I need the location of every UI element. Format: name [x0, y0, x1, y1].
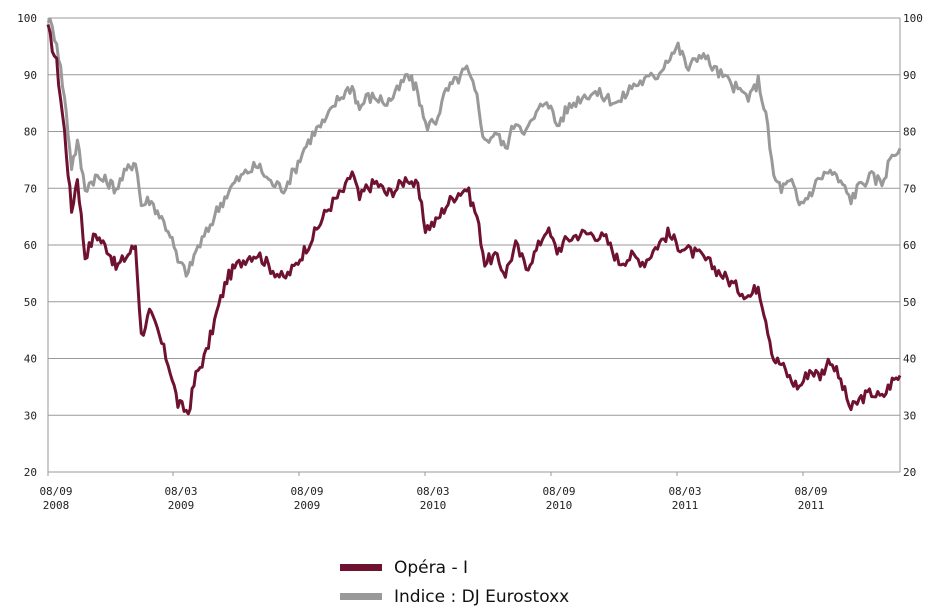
x-tick-year-6: 2011 — [798, 499, 825, 512]
x-tick-year-5: 2011 — [672, 499, 699, 512]
series-line-eurostoxx — [46, 18, 902, 278]
x-tick-year-0: 2008 — [43, 499, 70, 512]
legend-label-opera: Opéra - I — [394, 557, 468, 578]
chart-grid — [47, 17, 901, 473]
y-tick-left-40: 40 — [24, 353, 37, 366]
y-tick-left-50: 50 — [24, 296, 37, 309]
y-tick-right-30: 30 — [903, 409, 916, 422]
x-tick-year-1: 2009 — [168, 499, 195, 512]
y-tick-left-80: 80 — [24, 126, 37, 139]
x-tick-month-2: 08/09 — [290, 485, 323, 498]
y-tick-right-90: 90 — [903, 69, 916, 82]
y-tick-right-20: 20 — [903, 466, 916, 479]
legend-swatch-opera — [340, 564, 382, 571]
x-axis-ticks: 08/09200808/03200908/09200908/03201008/0… — [39, 472, 828, 512]
y-tick-left-70: 70 — [24, 182, 37, 195]
y-tick-left-60: 60 — [24, 239, 37, 252]
legend-item-opera: Opéra - I — [340, 553, 569, 582]
chart-series-lines — [46, 18, 902, 416]
x-tick-month-3: 08/03 — [416, 485, 449, 498]
x-tick-month-0: 08/09 — [39, 485, 72, 498]
x-tick-month-5: 08/03 — [668, 485, 701, 498]
chart-legend: Opéra - I Indice : DJ Eurostoxx — [340, 553, 569, 611]
y-tick-left-100: 100 — [17, 12, 37, 25]
series-line-opera — [46, 24, 902, 416]
x-tick-year-4: 2010 — [546, 499, 573, 512]
y-tick-left-90: 90 — [24, 69, 37, 82]
y-tick-left-30: 30 — [24, 409, 37, 422]
y-tick-right-60: 60 — [903, 239, 916, 252]
x-tick-year-3: 2010 — [420, 499, 447, 512]
legend-swatch-eurostoxx — [340, 593, 382, 600]
y-axis-ticks: 20 20 30 30 40 40 50 50 60 60 70 70 80 80 90 90 100 100 — [17, 12, 923, 479]
line-chart: 20 20 30 30 40 40 50 50 60 60 70 70 80 80 90 90 100 100 0… — [17, 12, 923, 512]
x-tick-month-6: 08/09 — [794, 485, 827, 498]
x-tick-year-2: 2009 — [294, 499, 321, 512]
legend-label-eurostoxx: Indice : DJ Eurostoxx — [394, 586, 570, 607]
y-tick-right-50: 50 — [903, 296, 916, 309]
y-tick-right-80: 80 — [903, 126, 916, 139]
y-tick-right-100: 100 — [903, 12, 923, 25]
y-tick-right-40: 40 — [903, 353, 916, 366]
legend-item-eurostoxx: Indice : DJ Eurostoxx — [340, 582, 569, 611]
y-tick-right-70: 70 — [903, 182, 916, 195]
x-tick-month-4: 08/09 — [542, 485, 575, 498]
y-tick-left-20: 20 — [24, 466, 37, 479]
x-tick-month-1: 08/03 — [164, 485, 197, 498]
